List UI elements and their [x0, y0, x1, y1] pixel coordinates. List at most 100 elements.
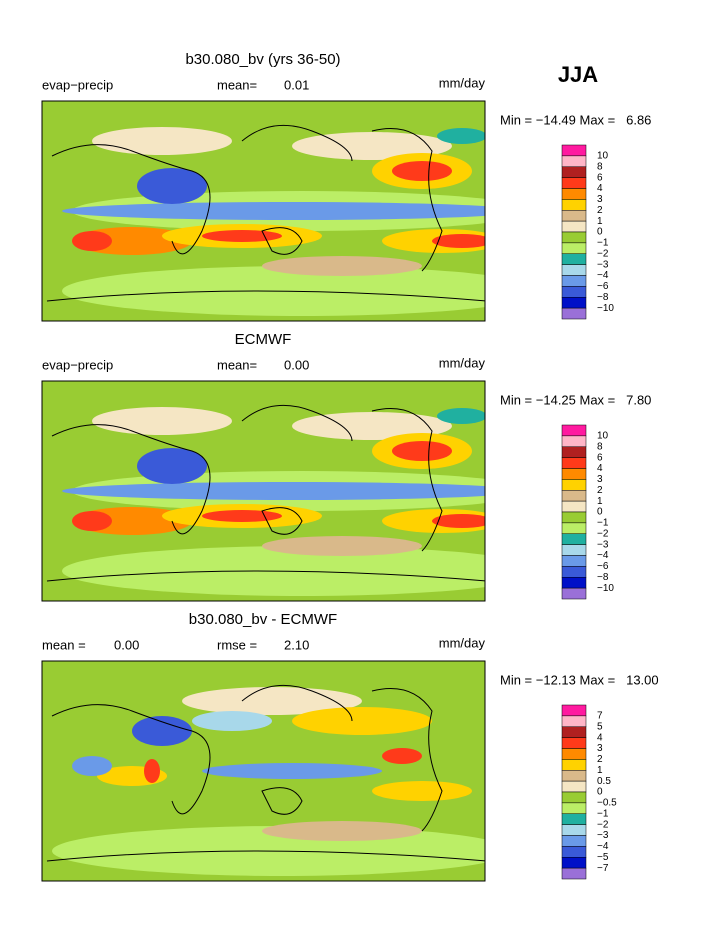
colorbar-box: [561, 813, 587, 825]
colorbar-label: 1: [597, 496, 603, 507]
map-blob: [262, 821, 422, 841]
map-blob: [202, 763, 382, 779]
panel-title: ECMWF: [235, 331, 292, 348]
colorbar-box: [561, 737, 587, 749]
colorbar-box: [561, 715, 587, 727]
colorbar-label: −4: [597, 270, 609, 281]
colorbar-label: −10: [597, 583, 614, 594]
colorbar-label: −1: [597, 518, 609, 529]
map-blob: [144, 759, 160, 783]
colorbar-box: [561, 824, 587, 836]
colorbar-label: −5: [597, 852, 609, 863]
map-frame: [41, 660, 486, 882]
map: [41, 100, 486, 322]
colorbar-box: [561, 791, 587, 804]
map-blob: [437, 408, 485, 424]
map-blob: [137, 448, 207, 484]
min-max: Min = −14.25 Max = 7.80: [500, 392, 651, 407]
colorbar-box: [561, 457, 587, 469]
colorbar-box: [561, 533, 587, 545]
map-blob: [202, 510, 282, 522]
colorbar-label: −1: [597, 808, 609, 819]
colorbar-box: [561, 770, 587, 782]
colorbar-box: [561, 220, 587, 233]
colorbar-box: [561, 242, 587, 254]
colorbar-label: 4: [597, 463, 603, 474]
colorbar-label: −0.5: [597, 798, 617, 809]
map-blob: [92, 127, 232, 155]
colorbar-label: 3: [597, 743, 603, 754]
colorbar-label: 0: [597, 507, 603, 518]
colorbar-label: 2: [597, 485, 603, 496]
colorbar-box: [561, 210, 587, 222]
colorbar-box: [561, 307, 587, 320]
colorbar-label: −10: [597, 303, 614, 314]
season-label: JJA: [558, 62, 598, 87]
colorbar-label: 3: [597, 474, 603, 485]
units: mm/day: [439, 635, 486, 650]
stat-label: rmse =: [217, 637, 257, 652]
coastline: [46, 404, 485, 582]
units: mm/day: [439, 75, 486, 90]
colorbar-box: [561, 286, 587, 298]
colorbar-label: −7: [597, 863, 609, 874]
colorbar-label: −3: [597, 830, 609, 841]
colorbar-label: −3: [597, 259, 609, 270]
units: mm/day: [439, 355, 486, 370]
map-blob: [62, 202, 485, 220]
colorbar-box: [561, 435, 587, 447]
map-blob: [62, 482, 485, 500]
panel-title: b30.080_bv (yrs 36-50): [185, 51, 340, 68]
colorbar-label: 8: [597, 161, 603, 172]
colorbar-box: [561, 846, 587, 858]
colorbar-label: −2: [597, 819, 609, 830]
map-blob: [262, 536, 422, 556]
colorbar-box: [561, 166, 587, 178]
coastline: [46, 684, 485, 862]
colorbar-box: [561, 802, 587, 814]
colorbar-box: [561, 264, 587, 276]
colorbar-label: 5: [597, 721, 603, 732]
colorbar-box: [561, 587, 587, 600]
colorbar-label: 0.5: [597, 776, 611, 787]
colorbar-box: [561, 544, 587, 556]
colorbar-box: [561, 199, 587, 211]
colorbar-box: [561, 566, 587, 578]
colorbar-box: [561, 704, 587, 717]
map-blob: [432, 514, 485, 528]
map-field: [42, 101, 485, 321]
coastline: [46, 124, 485, 302]
map-blob: [382, 748, 422, 764]
colorbar-label: 10: [597, 151, 609, 162]
map-blob: [72, 231, 112, 251]
stat-value: 0.00: [284, 357, 309, 372]
colorbar-label: −2: [597, 248, 609, 259]
colorbar-label: 8: [597, 441, 603, 452]
map-blob: [392, 441, 452, 461]
panel-title: b30.080_bv - ECMWF: [189, 611, 337, 628]
colorbar-box: [561, 759, 587, 771]
map-blob: [72, 756, 112, 776]
stat-label: mean=: [217, 77, 257, 92]
map: [41, 660, 486, 882]
colorbar-box: [561, 177, 587, 189]
map-blob: [392, 161, 452, 181]
colorbar-box: [561, 555, 587, 567]
map-blob: [262, 256, 422, 276]
colorbar-label: 6: [597, 452, 603, 463]
map-blob: [432, 234, 485, 248]
stat-value: 2.10: [284, 637, 309, 652]
colorbar-box: [561, 726, 587, 738]
map-blob: [182, 687, 362, 715]
stat-label: mean=: [217, 357, 257, 372]
colorbar-label: 3: [597, 194, 603, 205]
colorbar-label: 0: [597, 227, 603, 238]
colorbar-box: [561, 479, 587, 491]
colorbar-box: [561, 835, 587, 847]
colorbar-label: 2: [597, 754, 603, 765]
colorbar-label: −6: [597, 561, 609, 572]
map-blob: [192, 711, 272, 731]
colorbar-label: −4: [597, 841, 609, 852]
colorbar-box: [561, 188, 587, 200]
